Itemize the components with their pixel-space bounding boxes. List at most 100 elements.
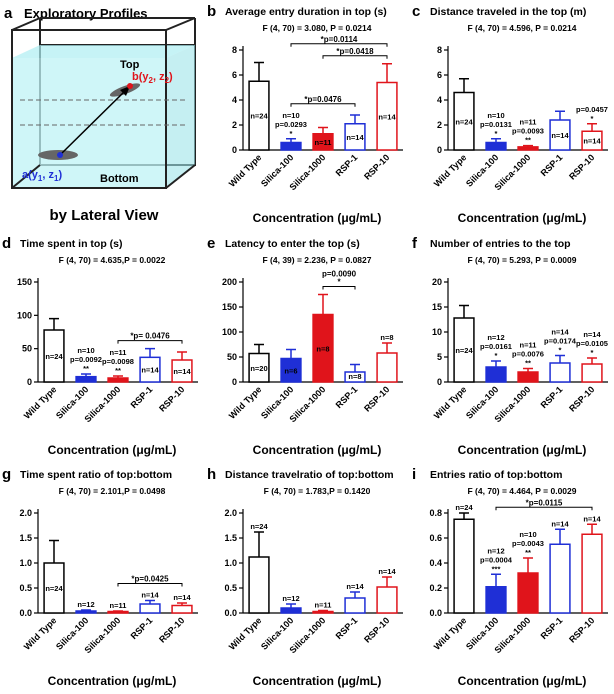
x-tick-label: RSP-10 [157, 615, 186, 644]
y-tick-label: 0 [232, 145, 237, 155]
label-sub: 1 [38, 174, 43, 183]
annotation: n=12 [487, 546, 504, 555]
error-bar [254, 343, 264, 354]
x-tick-label: RSP-10 [567, 152, 596, 181]
panel-letter: b [207, 3, 216, 20]
bracket-label: *p=0.0114 [321, 35, 358, 44]
bar [171, 604, 193, 614]
annotation: p=0.0076 [512, 350, 544, 359]
error-bar [491, 138, 501, 143]
label-part: a(y [22, 169, 39, 181]
annotation: n=14 [346, 582, 364, 591]
y-tick-label: 0.2 [429, 583, 442, 593]
annotation: p=0.0004 [480, 555, 513, 564]
y-tick-label: 1.0 [224, 558, 237, 568]
y-tick-label: 100 [17, 310, 32, 320]
x-tick-label: Wild Type [432, 152, 469, 189]
annotation: * [290, 129, 293, 138]
bar [485, 586, 507, 614]
annotation: n=12 [282, 594, 299, 603]
bar [549, 543, 571, 614]
annotation: n=11 [520, 118, 537, 127]
label-sub: 2 [165, 76, 170, 85]
inside-label: n=6 [284, 366, 297, 375]
annotation: n=24 [250, 522, 268, 531]
error-bar [587, 523, 597, 535]
error-bar [145, 347, 155, 358]
y-tick-label: 8 [232, 45, 237, 55]
bracket-label: *p= 0.0476 [130, 332, 170, 341]
y-tick-label: 0.5 [19, 583, 32, 593]
x-axis-label: Concentration (μg/mL) [48, 443, 177, 457]
bar [485, 366, 507, 383]
y-tick-label: 1.5 [224, 533, 237, 543]
diagram: a Exploratory Profiles Top Bottom b(y2, … [4, 5, 196, 224]
bar [344, 597, 366, 614]
error-bar [177, 351, 187, 360]
x-tick-label: Wild Type [432, 384, 469, 421]
error-bar [459, 304, 469, 318]
error-bar [382, 576, 392, 587]
x-tick-label: Wild Type [227, 152, 264, 189]
inside-label: n=24 [455, 117, 473, 126]
inside-label: n=24 [45, 352, 63, 361]
bar [280, 141, 302, 151]
bar [517, 146, 539, 151]
error-bar [491, 573, 501, 587]
y-tick-label: 150 [17, 277, 32, 287]
x-tick-label: RSP-1 [129, 615, 155, 641]
annotation: p=0.0174 [544, 337, 577, 346]
y-tick-label: 0.0 [19, 608, 32, 618]
error-bar [555, 110, 565, 120]
chart-title: Time spent ratio of top:bottom [20, 469, 172, 481]
annotation: n=11 [520, 341, 537, 350]
y-tick-label: 5 [437, 352, 442, 362]
error-bar [318, 293, 328, 315]
annotation: p=0.0293 [275, 120, 307, 129]
bar [312, 610, 334, 614]
error-bar [286, 603, 296, 608]
bar [280, 607, 302, 614]
annotation: *** [492, 564, 501, 573]
panel-letter: c [412, 3, 420, 20]
chart-subtitle: F (4, 70) = 4.464, P = 0.0029 [467, 486, 576, 496]
x-axis-label: Concentration (μg/mL) [458, 443, 587, 457]
error-bar [254, 61, 264, 82]
bar [549, 362, 571, 383]
error-bar [49, 539, 59, 563]
label-part: ) [169, 71, 173, 83]
error-bar [491, 360, 501, 367]
bar [376, 586, 398, 614]
x-tick-label: RSP-1 [539, 384, 565, 410]
inside-label: n=14 [141, 366, 159, 375]
annotation: p=0.0093 [512, 127, 544, 136]
x-tick-label: RSP-10 [157, 384, 186, 413]
arrow-head [120, 86, 130, 96]
x-tick-label: RSP-10 [567, 615, 596, 644]
annotation: n=11 [110, 348, 127, 357]
x-tick-label: RSP-1 [334, 384, 360, 410]
error-bar [555, 354, 565, 363]
point-a [57, 152, 63, 158]
inside-label: n=8 [316, 344, 329, 353]
error-bar [523, 557, 533, 573]
y-tick-label: 15 [432, 302, 442, 312]
bar [581, 363, 603, 383]
inside-label: n=14 [583, 137, 601, 146]
error-bar [350, 363, 360, 372]
annotation: p=0.0043 [512, 539, 544, 548]
y-tick-label: 0.6 [429, 533, 442, 543]
x-tick-label: RSP-10 [362, 152, 391, 181]
annotation: * [559, 346, 562, 355]
bar [485, 141, 507, 151]
annotation: * [495, 129, 498, 138]
y-tick-label: 50 [227, 352, 237, 362]
inside-label: n=14 [346, 133, 364, 142]
x-tick-label: Wild Type [227, 615, 264, 652]
point-b [127, 83, 133, 89]
error-bar [459, 78, 469, 93]
chart-title: Average entry duration in top (s) [225, 6, 387, 18]
annotation: * [495, 351, 498, 360]
annotation: ** [525, 548, 531, 557]
annotation: n=10 [519, 530, 536, 539]
